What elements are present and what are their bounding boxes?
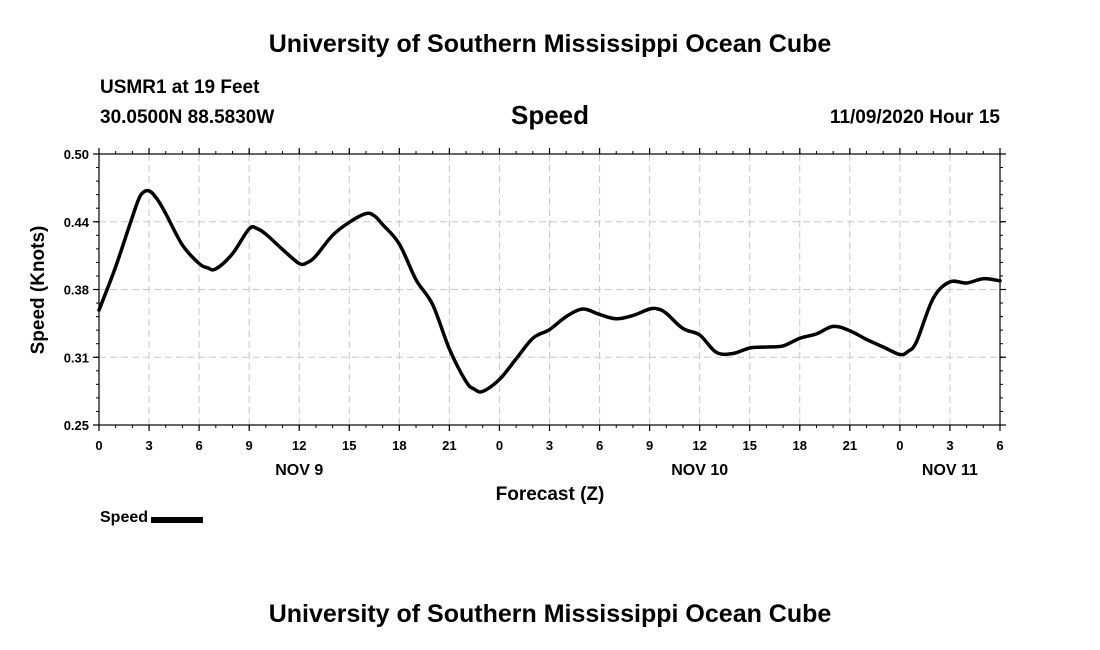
x-tick-labels: 0 3 6 9 12 15 18 21 0 3 6 9 12 15 18 21 0 3 6 (95, 438, 1003, 453)
series-line-speed (97, 188, 1002, 394)
station-coordinates: 30.0500N 88.5830W (100, 107, 275, 128)
x-tick-label: 3 (946, 438, 953, 453)
legend: Speed (100, 509, 204, 527)
x-tick-label: 21 (442, 438, 456, 453)
x-tick-label: 15 (742, 438, 756, 453)
plot-frame (98, 153, 1001, 426)
day-label: NOV 11 (922, 462, 978, 479)
x-tick-label: 12 (292, 438, 306, 453)
x-tick-label: 21 (843, 438, 857, 453)
x-tick-label: 6 (596, 438, 603, 453)
variable-title: Speed (510, 100, 590, 130)
x-tick-label: 0 (896, 438, 903, 453)
x-tick-label: 3 (546, 438, 553, 453)
y-tick-label: 0.31 (64, 350, 89, 365)
footer-title: University of Southern Mississippi Ocean… (268, 600, 832, 628)
x-tick-label: 12 (692, 438, 706, 453)
x-tick-label: 18 (793, 438, 807, 453)
forecast-datetime: 11/09/2020 Hour 15 (829, 107, 1000, 128)
y-tick-label: 0.25 (64, 418, 89, 433)
station-label: USMR1 at 19 Feet (100, 77, 260, 98)
y-axis-label: Speed (Knots) (28, 226, 49, 355)
day-label: NOV 9 (275, 462, 323, 479)
legend-entry-speed: Speed (100, 509, 149, 526)
x-tick-label: 9 (246, 438, 253, 453)
day-label: NOV 10 (671, 462, 728, 479)
y-tick-label: 0.44 (64, 215, 90, 230)
x-tick-label: 3 (145, 438, 152, 453)
x-tick-label: 6 (996, 438, 1003, 453)
grid-lines (99, 154, 1000, 425)
day-labels: NOV 9 NOV 10 NOV 11 (275, 462, 978, 479)
x-tick-label: 15 (342, 438, 356, 453)
x-tick-label: 0 (496, 438, 503, 453)
x-axis-label: Forecast (Z) (496, 484, 605, 505)
x-tick-label: 0 (95, 438, 102, 453)
y-tick-label: 0.50 (64, 147, 89, 162)
page-title: University of Southern Mississippi Ocean… (268, 30, 832, 58)
legend-swatch-speed (151, 517, 204, 523)
x-tick-label: 9 (646, 438, 653, 453)
y-tick-labels: 0.50 0.44 0.38 0.31 0.25 (64, 147, 90, 433)
x-tick-label: 18 (392, 438, 406, 453)
y-tick-label: 0.38 (64, 283, 89, 298)
x-tick-label: 6 (195, 438, 202, 453)
